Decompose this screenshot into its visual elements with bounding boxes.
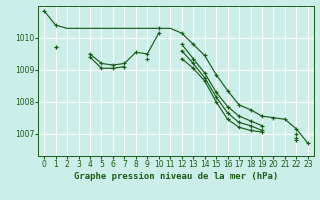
X-axis label: Graphe pression niveau de la mer (hPa): Graphe pression niveau de la mer (hPa) [74,172,278,181]
